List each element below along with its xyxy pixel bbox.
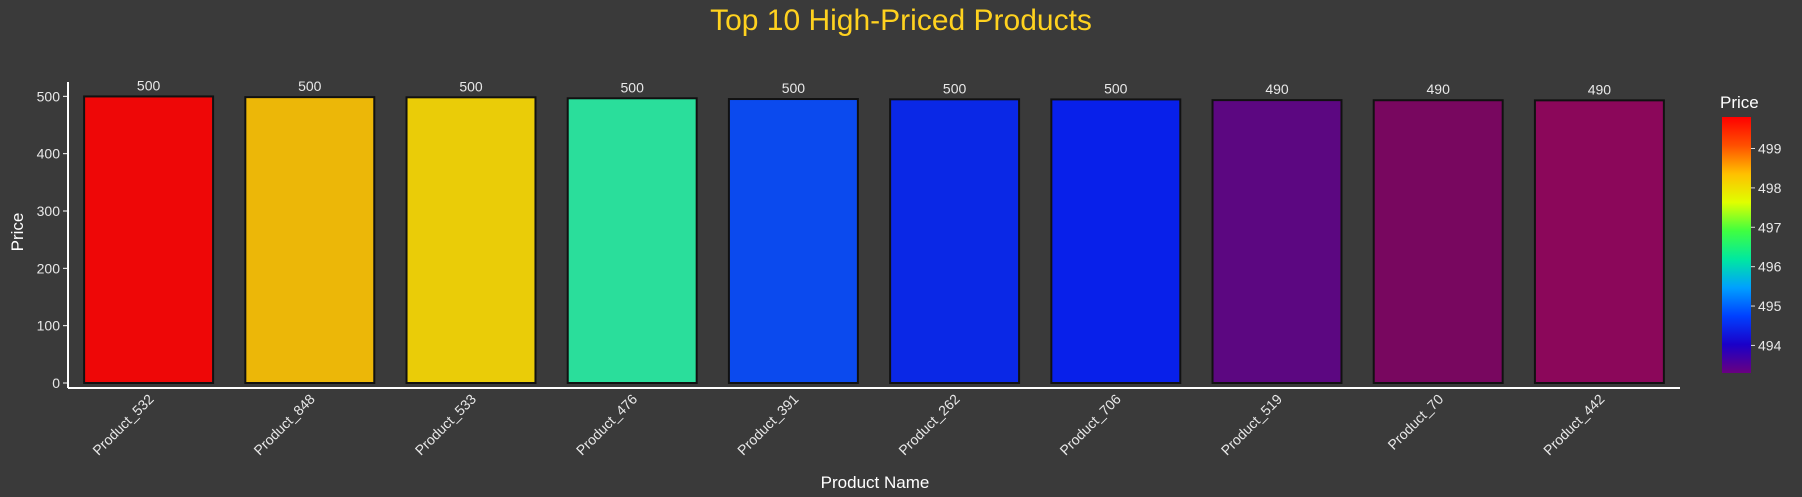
data-label: 500 bbox=[137, 77, 161, 93]
bar-product-706 bbox=[1051, 99, 1180, 383]
bar-product-476 bbox=[568, 98, 697, 383]
plot-area: 500 500 500 500 500 500 500 490 490 490 bbox=[84, 77, 1664, 383]
colorbar-title: Price bbox=[1720, 93, 1759, 112]
x-tick-label: Product_70 bbox=[1384, 391, 1446, 453]
data-label: 500 bbox=[1104, 80, 1128, 96]
colorbar-tick-label: 497 bbox=[1758, 219, 1782, 235]
bar-product-532 bbox=[84, 96, 213, 383]
data-label: 500 bbox=[459, 78, 483, 94]
x-tick-label: Product_476 bbox=[573, 391, 641, 459]
data-label: 500 bbox=[782, 80, 806, 96]
x-tick-label: Product_706 bbox=[1056, 391, 1124, 459]
colorbar-gradient bbox=[1722, 117, 1751, 373]
data-label: 500 bbox=[943, 80, 967, 96]
colorbar-tick-label: 495 bbox=[1758, 298, 1782, 314]
colorbar-tick-label: 499 bbox=[1758, 141, 1782, 157]
data-label: 490 bbox=[1265, 81, 1289, 97]
colorbar-tick-label: 498 bbox=[1758, 180, 1782, 196]
x-tick-label: Product_533 bbox=[412, 391, 480, 459]
x-tick-label: Product_391 bbox=[734, 391, 802, 459]
data-label: 490 bbox=[1427, 81, 1451, 97]
colorbar-tick-label: 494 bbox=[1758, 337, 1782, 353]
bar-product-442 bbox=[1535, 100, 1664, 383]
y-axis-label: Price bbox=[8, 213, 27, 252]
y-tick-label: 500 bbox=[37, 88, 61, 104]
x-tick-label: Product_262 bbox=[895, 391, 963, 459]
bar-product-70 bbox=[1374, 100, 1503, 383]
bar-product-391 bbox=[729, 99, 858, 383]
x-tick-label: Product_519 bbox=[1218, 391, 1286, 459]
bar-product-262 bbox=[890, 99, 1019, 383]
data-label: 490 bbox=[1588, 81, 1612, 97]
y-tick-label: 200 bbox=[37, 260, 61, 276]
y-axis-ticks: 0 100 200 300 400 500 bbox=[37, 88, 68, 391]
data-label: 500 bbox=[621, 79, 645, 95]
x-tick-label: Product_532 bbox=[89, 391, 157, 459]
x-tick-label: Product_848 bbox=[250, 391, 318, 459]
bar-product-848 bbox=[245, 97, 374, 383]
y-tick-label: 300 bbox=[37, 203, 61, 219]
chart-title: Top 10 High-Priced Products bbox=[710, 4, 1092, 37]
y-tick-label: 100 bbox=[37, 318, 61, 334]
y-tick-label: 0 bbox=[52, 375, 60, 391]
data-label: 500 bbox=[298, 78, 322, 94]
y-tick-label: 400 bbox=[37, 146, 61, 162]
x-axis-label: Product Name bbox=[821, 473, 930, 492]
x-axis-ticks: Product_532 Product_848 Product_533 Product… bbox=[89, 391, 1607, 459]
bar-product-519 bbox=[1213, 100, 1342, 383]
colorbar-tick-label: 496 bbox=[1758, 259, 1782, 275]
x-tick-label: Product_442 bbox=[1540, 391, 1608, 459]
bar-product-533 bbox=[407, 97, 536, 383]
colorbar: Price 494 495 496 497 498 499 bbox=[1720, 93, 1782, 373]
